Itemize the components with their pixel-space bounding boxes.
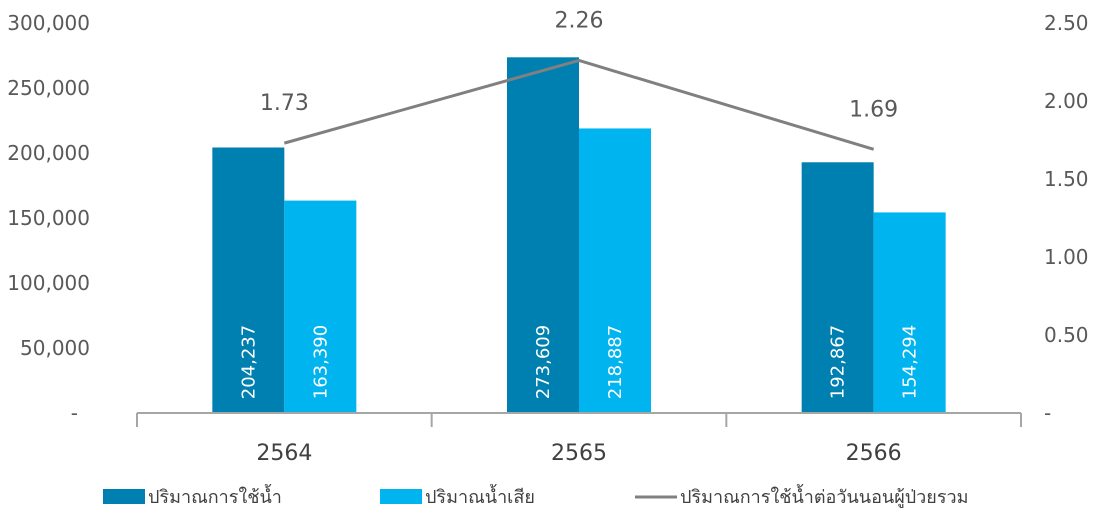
bar-value-label: 163,390	[310, 325, 331, 399]
bar-value-label: 204,237	[238, 325, 259, 399]
line-series-path	[283, 58, 875, 151]
legend: ปริมาณการใช้น้ำ ปริมาณน้ำเสีย ปริมาณการใช้…	[103, 484, 968, 508]
right-tick-label: 0.50	[1044, 323, 1089, 347]
legend-label: ปริมาณการใช้น้ำต่อวันนอนผู้ป่วยรวม	[680, 484, 968, 508]
line-value-label: 1.69	[849, 97, 898, 122]
right-tick-label: -	[1044, 401, 1051, 425]
left-tick-label: 50,000	[20, 336, 90, 360]
right-tick-label: 1.00	[1044, 245, 1089, 269]
bar	[212, 147, 285, 414]
left-tick-label: -	[71, 401, 78, 425]
right-tick-label: 2.00	[1044, 89, 1089, 113]
bar-value-label: 192,867	[828, 325, 849, 399]
left-tick-label: 100,000	[7, 271, 90, 295]
bar-value-label: 154,294	[900, 325, 921, 399]
right-axis-ticks: - 0.50 1.00 1.50 2.00 2.50	[1044, 11, 1089, 425]
right-tick-label: 1.50	[1044, 167, 1089, 191]
x-axis	[136, 412, 1022, 427]
bars: 204,237 163,390 273,609 218,887 192,867 154,2…	[212, 57, 946, 414]
legend-swatch	[103, 489, 145, 504]
bar	[873, 212, 946, 413]
bar	[801, 162, 874, 413]
left-tick-label: 300,000	[7, 11, 90, 35]
left-tick-label: 250,000	[7, 76, 90, 100]
bar	[284, 200, 357, 413]
category-label: 2566	[846, 441, 902, 466]
category-label: 2564	[256, 441, 312, 466]
left-tick-label: 150,000	[7, 206, 90, 230]
category-labels: 2564 2565 2566	[256, 441, 901, 466]
line-value-label: 1.73	[260, 91, 309, 116]
legend-label: ปริมาณน้ำเสีย	[425, 484, 535, 508]
left-tick-label: 200,000	[7, 141, 90, 165]
right-tick-label: 2.50	[1044, 11, 1089, 35]
bar	[507, 57, 579, 414]
line-series: 1.73 2.26 1.69	[260, 8, 898, 151]
bar	[579, 128, 651, 413]
bar-value-label: 218,887	[605, 325, 626, 399]
category-label: 2565	[551, 441, 607, 466]
bar-value-label: 273,609	[533, 325, 554, 399]
left-axis-ticks: - 50,000 100,000 150,000 200,000 250,000 300,0…	[7, 11, 90, 425]
legend-swatch	[380, 489, 422, 504]
line-value-label: 2.26	[555, 8, 604, 33]
legend-label: ปริมาณการใช้น้ำ	[148, 484, 282, 508]
